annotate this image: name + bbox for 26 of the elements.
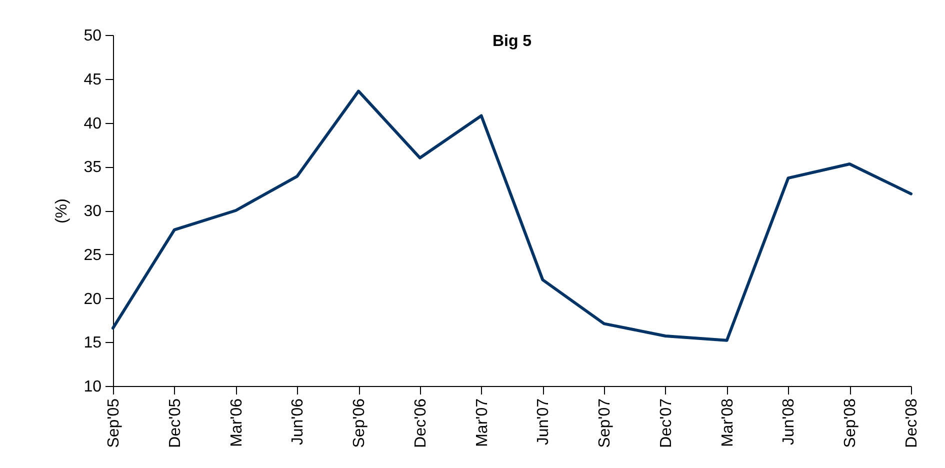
y-tick-label: 20 [84,290,102,308]
x-tick-label: Dec'07 [658,398,675,448]
x-tick-label: Jun'06 [290,398,307,446]
x-tick-label: Sep'08 [842,398,860,448]
chart-title: Big 5 [492,33,532,50]
x-tick-label: Jun'07 [535,398,552,446]
y-tick-label: 25 [84,246,102,264]
y-tick-label: 30 [84,203,102,220]
x-tick-label: Mar'06 [228,398,246,447]
x-tick-label: Mar'07 [474,398,491,447]
y-tick-label: 45 [84,71,102,88]
y-axis-title: (%) [54,198,71,224]
x-tick-label: Sep'06 [351,398,368,448]
y-tick-label: 10 [84,378,102,396]
y-tick-label: 40 [84,115,102,132]
x-tick-label: Dec'06 [412,398,430,448]
x-tick-label: Jun'08 [780,398,798,446]
x-tick-label: Dec'08 [904,398,920,448]
y-tick-label: 15 [84,334,102,352]
y-tick-label: 35 [84,159,102,176]
y-tick-label: 50 [84,28,102,44]
line-series [112,90,912,342]
x-tick-label: Sep'07 [596,398,614,448]
x-tick-label: Dec'05 [166,398,184,448]
x-tick-label: Sep'05 [106,398,122,448]
x-tick-label: Mar'08 [719,398,736,447]
